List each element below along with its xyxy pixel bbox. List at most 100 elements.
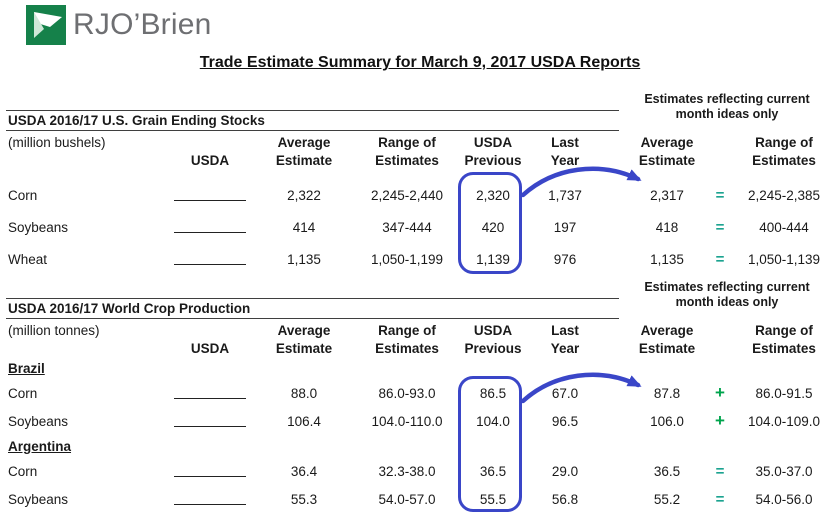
range-estimates-value: 54.0-57.0: [378, 491, 436, 507]
avg-estimate-value: 36.4: [290, 463, 318, 479]
col-header-previous: Previous: [464, 152, 522, 168]
usda-previous-value: 104.0: [476, 413, 510, 429]
usda-previous-value: 420: [481, 219, 505, 235]
current-range-value: 86.0-91.5: [755, 385, 813, 401]
col-header-estimate: Estimate: [275, 152, 333, 168]
avg-estimate-value: 2,322: [287, 187, 321, 203]
row-label: Wheat: [8, 251, 48, 267]
col-header-average: Average: [277, 134, 331, 150]
row-label: Soybeans: [8, 491, 69, 507]
usda-entry-blank: [174, 250, 246, 265]
table-row-brazil-corn: Corn 88.0 86.0-93.0 86.5 67.0 87.8 + 86.…: [6, 379, 834, 407]
col-header-cur-estimate: Estimate: [638, 340, 696, 356]
col-header-previous: Previous: [464, 340, 522, 356]
last-year-value: 197: [553, 219, 577, 235]
row-label: Soybeans: [8, 219, 69, 235]
section-title-grain-ending-stocks: USDA 2016/17 U.S. Grain Ending Stocks: [6, 110, 619, 131]
usda-entry-blank: [174, 384, 246, 399]
col-header-year: Year: [550, 340, 580, 356]
unit-label: (million bushels): [8, 134, 106, 150]
usda-entry-blank: [174, 412, 246, 427]
usda-previous-value: 1,139: [476, 251, 510, 267]
usda-previous-highlight-box-2: [458, 376, 522, 512]
current-avg-value: 55.2: [653, 491, 681, 507]
current-range-value: 2,245-2,385: [747, 187, 821, 203]
last-year-value: 96.5: [551, 413, 579, 429]
note2-line2: month ideas only: [675, 295, 779, 309]
note2-line1: Estimates reflecting current: [644, 280, 810, 294]
col-header-cur-average: Average: [640, 134, 694, 150]
table1-header-row-1: (million bushels) Average Range of USDA …: [6, 133, 834, 151]
usda-previous-value: 36.5: [479, 463, 507, 479]
current-range-value: 1,050-1,139: [747, 251, 821, 267]
col-header-cur-range-of: Range of: [755, 134, 813, 150]
group-row-argentina: Argentina: [6, 435, 834, 457]
plus-icon: +: [715, 383, 725, 402]
row-label: Soybeans: [8, 413, 69, 429]
current-range-value: 54.0-56.0: [755, 491, 813, 507]
avg-estimate-value: 1,135: [287, 251, 321, 267]
last-year-value: 56.8: [551, 491, 579, 507]
table-row-argentina-corn: Corn 36.4 32.3-38.0 36.5 29.0 36.5 = 35.…: [6, 457, 834, 485]
current-range-value: 104.0-109.0: [747, 413, 821, 429]
table2-header-row-2: USDA Estimate Estimates Previous Year Es…: [6, 339, 834, 357]
equals-icon: =: [715, 186, 725, 204]
rjo-obrien-logo: RJO’Brien: [26, 5, 212, 45]
group-label-brazil: Brazil: [8, 360, 45, 376]
current-month-note-2: Estimates reflecting current month ideas…: [618, 280, 836, 310]
usda-previous-value: 2,320: [476, 187, 510, 203]
report-title: Trade Estimate Summary for March 9, 2017…: [199, 54, 641, 71]
table-row-corn: Corn 2,322 2,245-2,440 2,320 1,737 2,317…: [6, 179, 834, 211]
current-avg-value: 2,317: [650, 187, 684, 203]
row-label: Corn: [8, 385, 38, 401]
avg-estimate-value: 414: [292, 219, 316, 235]
range-estimates-value: 104.0-110.0: [371, 413, 443, 429]
usda-previous-value: 86.5: [479, 385, 507, 401]
range-estimates-value: 347-444: [382, 219, 432, 235]
col-header-usda-prev-top: USDA: [473, 134, 513, 150]
grain-ending-stocks-table: (million bushels) Average Range of USDA …: [6, 133, 834, 275]
col-header-usda: USDA: [190, 152, 230, 168]
col-header-estimate: Estimate: [275, 340, 333, 356]
note1-line1: Estimates reflecting current: [644, 92, 810, 106]
last-year-value: 29.0: [551, 463, 579, 479]
unit-label: (million tonnes): [8, 322, 100, 338]
col-header-cur-estimate: Estimate: [638, 152, 696, 168]
col-header-cur-estimates: Estimates: [752, 152, 816, 168]
last-year-value: 1,737: [548, 187, 582, 203]
col-header-range-of: Range of: [378, 322, 436, 338]
row-label: Corn: [8, 463, 38, 479]
usda-previous-highlight-box-1: [458, 172, 522, 274]
col-header-cur-estimates: Estimates: [752, 340, 816, 356]
current-avg-value: 1,135: [650, 251, 684, 267]
section-title-world-crop-production: USDA 2016/17 World Crop Production: [6, 298, 619, 319]
usda-entry-blank: [174, 490, 246, 505]
usda-entry-blank: [174, 218, 246, 233]
col-header-range-of: Range of: [378, 134, 436, 150]
table-row-wheat: Wheat 1,135 1,050-1,199 1,139 976 1,135 …: [6, 243, 834, 275]
current-avg-value: 36.5: [653, 463, 681, 479]
usda-entry-blank: [174, 186, 246, 201]
table-row-argentina-soybeans: Soybeans 55.3 54.0-57.0 55.5 56.8 55.2 =…: [6, 485, 834, 513]
usda-entry-blank: [174, 462, 246, 477]
group-row-brazil: Brazil: [6, 357, 834, 379]
col-header-cur-range-of: Range of: [755, 322, 813, 338]
rjo-logo-wordmark: RJO’Brien: [73, 8, 212, 41]
col-header-estimates: Estimates: [375, 152, 439, 168]
equals-icon: =: [715, 218, 725, 236]
col-header-estimates: Estimates: [375, 340, 439, 356]
col-header-usda: USDA: [190, 340, 230, 356]
world-crop-production-table: (million tonnes) Average Range of USDA L…: [6, 321, 834, 513]
note1-line2: month ideas only: [675, 107, 779, 121]
table-row-soybeans: Soybeans 414 347-444 420 197 418 = 400-4…: [6, 211, 834, 243]
col-header-cur-average: Average: [640, 322, 694, 338]
last-year-value: 67.0: [551, 385, 579, 401]
last-year-value: 976: [553, 251, 577, 267]
range-estimates-value: 32.3-38.0: [378, 463, 436, 479]
col-header-average: Average: [277, 322, 331, 338]
range-estimates-value: 2,245-2,440: [370, 187, 444, 203]
group-label-argentina: Argentina: [8, 438, 72, 454]
equals-icon: =: [715, 462, 725, 480]
table1-header-row-2: USDA Estimate Estimates Previous Year Es…: [6, 151, 834, 169]
